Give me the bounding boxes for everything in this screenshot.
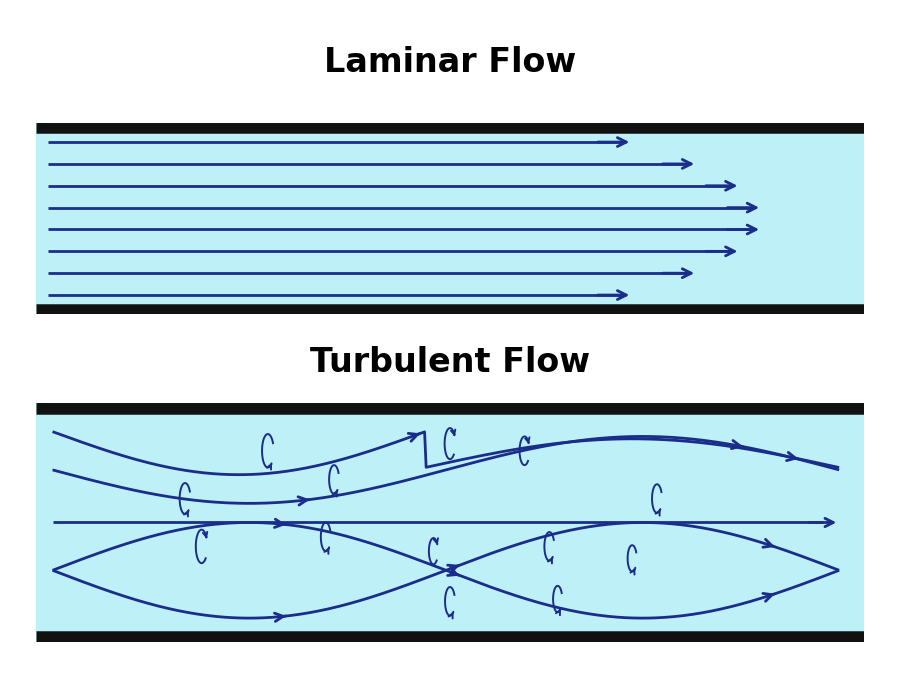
Text: Laminar Flow: Laminar Flow: [324, 46, 576, 79]
Text: Turbulent Flow: Turbulent Flow: [310, 346, 590, 379]
